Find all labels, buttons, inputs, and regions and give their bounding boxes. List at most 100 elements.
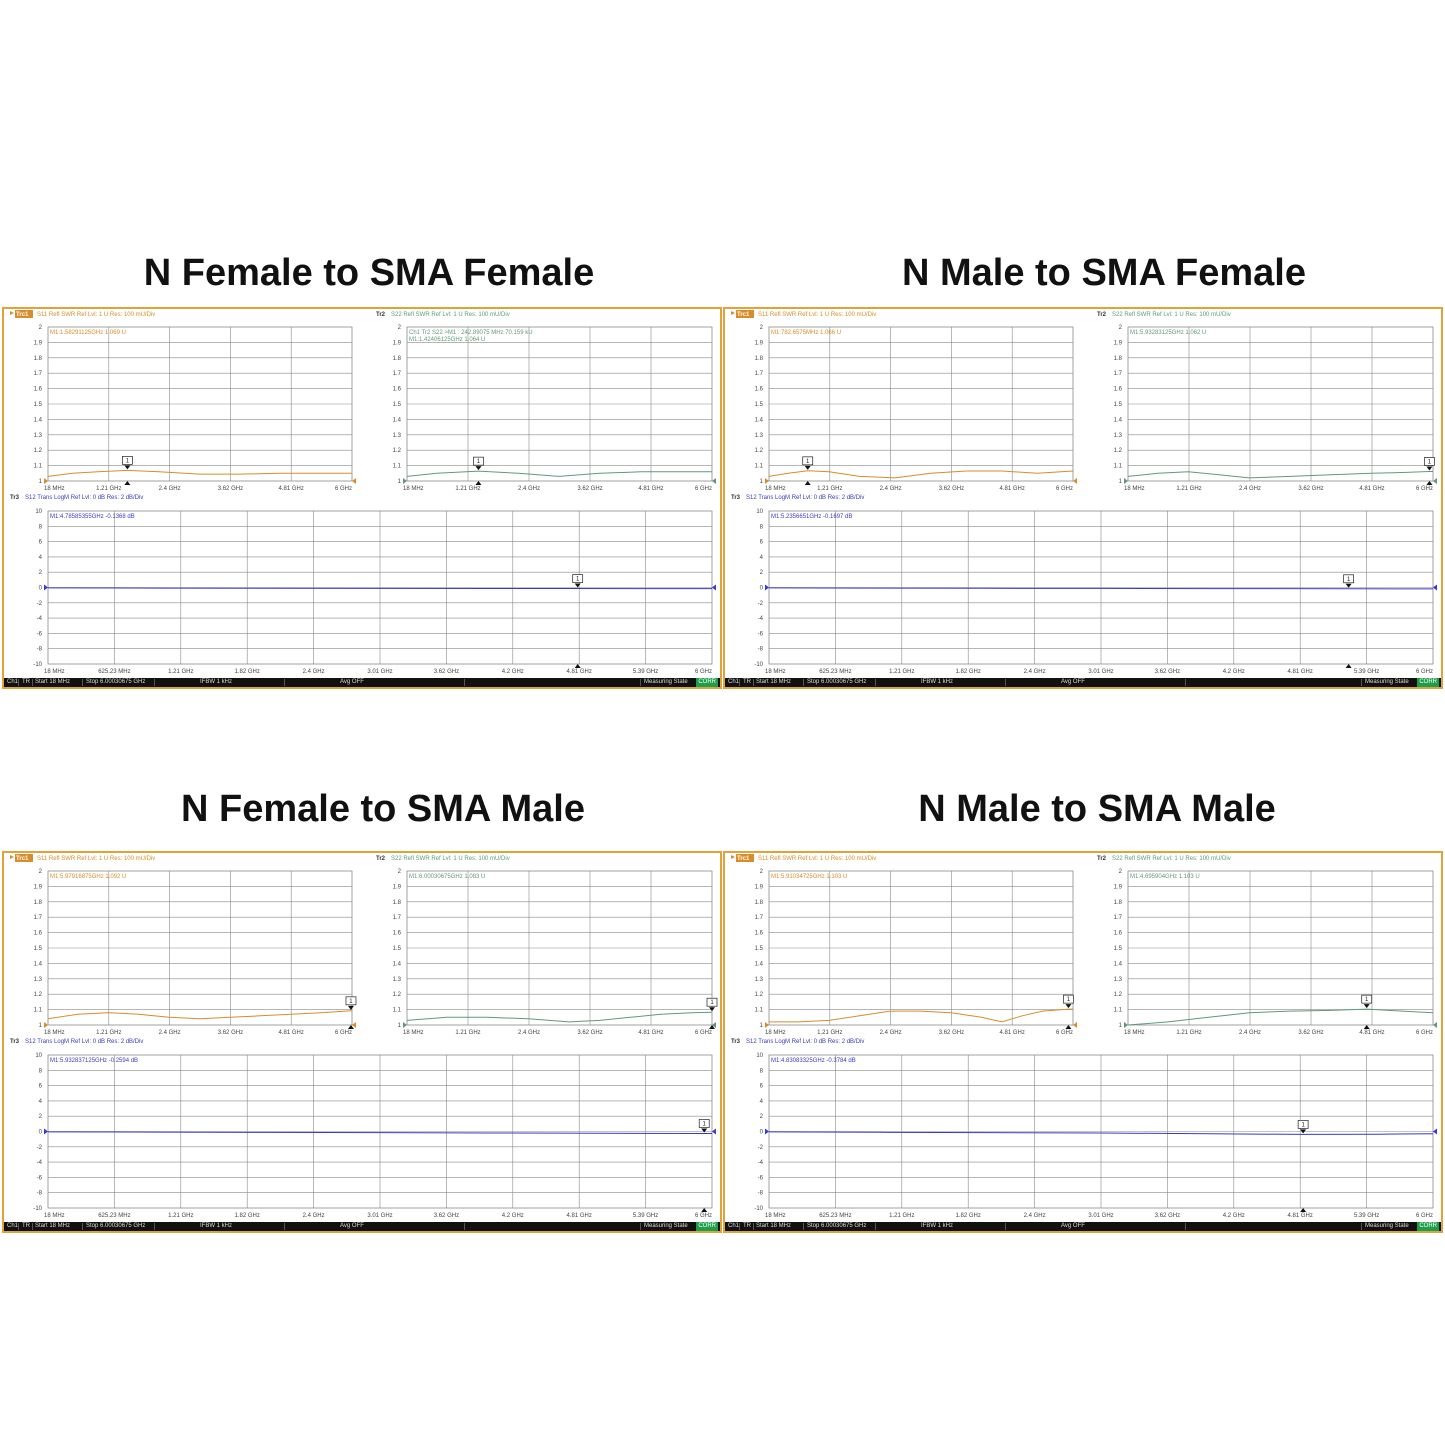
status-ifbw: IFBW 1 kHz xyxy=(200,1223,233,1229)
y-tick-label: 1.9 xyxy=(755,340,764,346)
y-tick-label: 10 xyxy=(35,509,42,515)
marker-x-icon xyxy=(1065,1025,1072,1029)
x-tick-label: 2.4 GHz xyxy=(880,486,902,492)
y-tick-label: -4 xyxy=(37,1160,43,1166)
trace-tag: Tr3 xyxy=(10,1039,20,1045)
y-tick-label: 0 xyxy=(760,1130,764,1136)
status-channel: Ch1 xyxy=(7,1223,19,1229)
y-tick-label: 1.1 xyxy=(755,464,764,470)
trace-s11 xyxy=(47,1010,352,1020)
marker-readout: M1:5.2356651GHz -0.1697 dB xyxy=(771,514,852,520)
marker-x-icon xyxy=(1426,481,1433,485)
y-tick-label: 1 xyxy=(760,1023,764,1029)
marker-readout: M1:5.91034725GHz 1.103 U xyxy=(771,874,847,880)
x-tick-label: 2.4 GHz xyxy=(303,1213,325,1219)
marker-label: 1 xyxy=(576,577,580,583)
y-tick-label: 1.6 xyxy=(755,931,764,937)
y-tick-label: 6 xyxy=(39,1084,43,1090)
y-tick-label: 1 xyxy=(39,1023,43,1029)
status-stop: Stop 6.00030675 GHz xyxy=(86,679,146,685)
marker-label-box xyxy=(122,456,133,465)
x-tick-label: 1.21 GHz xyxy=(96,486,121,492)
trace-tag: Tr2 xyxy=(376,856,386,862)
y-tick-label: 1.6 xyxy=(34,387,43,393)
y-tick-label: 2 xyxy=(760,1114,764,1120)
y-tick-label: -4 xyxy=(758,1160,764,1166)
vna-screen-2: Trc1 S11 Refl SWR Ref Lvl: 1 U Res: 100 m… xyxy=(2,851,722,1233)
trace-s12 xyxy=(768,587,1434,590)
y-tick-label: -10 xyxy=(754,1206,763,1212)
y-tick-label: 10 xyxy=(35,1053,42,1059)
status-separator xyxy=(464,1223,465,1230)
vna-plot-area: Trc1 S11 Refl SWR Ref Lvl: 1 U Res: 100 m… xyxy=(731,310,1437,675)
y-tick-label: 1.4 xyxy=(393,417,402,423)
x-tick-label: 625.23 MHz xyxy=(819,1213,851,1219)
x-tick-label: 1.21 GHz xyxy=(455,1030,480,1036)
x-tick-label: 4.81 GHz xyxy=(638,1030,663,1036)
status-avg: Avg OFF xyxy=(340,1223,364,1229)
x-tick-label: 5.39 GHz xyxy=(633,1213,658,1219)
marker-x-icon xyxy=(124,481,131,485)
y-tick-label: -2 xyxy=(37,601,43,607)
y-tick-label: 1 xyxy=(398,1023,402,1029)
x-tick-label: 18 MHz xyxy=(765,669,786,675)
trace-header: S11 Refl SWR Ref Lvl: 1 U Res: 100 mU/Di… xyxy=(37,312,155,318)
ref-level-right-icon xyxy=(352,1022,356,1028)
y-tick-label: 1.9 xyxy=(1114,884,1123,890)
x-tick-label: 1.82 GHz xyxy=(235,1213,260,1219)
x-tick-label: 18 MHz xyxy=(44,1213,65,1219)
status-start: Start 18 MHz xyxy=(756,679,792,685)
y-tick-label: 1.8 xyxy=(393,900,402,906)
y-tick-label: 1 xyxy=(398,479,402,485)
x-tick-label: 2.4 GHz xyxy=(159,486,181,492)
status-separator xyxy=(739,1223,740,1230)
y-tick-label: 1.7 xyxy=(34,371,43,377)
y-tick-label: 1.3 xyxy=(755,977,764,983)
marker-x-icon xyxy=(347,1025,354,1029)
marker-label: 1 xyxy=(1365,997,1369,1003)
panel-heading-3: N Male to SMA Male xyxy=(918,788,1276,830)
ref-level-right-icon xyxy=(1433,584,1437,591)
y-tick-label: 2 xyxy=(1119,325,1123,331)
status-separator xyxy=(284,679,285,686)
marker-readout: M1:782.6575MHz 1.066 U xyxy=(771,330,841,336)
x-tick-label: 1.21 GHz xyxy=(1176,486,1201,492)
y-tick-label: -6 xyxy=(37,1175,43,1181)
x-tick-label: 3.62 GHz xyxy=(1155,1213,1180,1219)
y-tick-label: 2 xyxy=(760,325,764,331)
ref-level-right-icon xyxy=(712,1022,716,1028)
x-tick-label: 4.81 GHz xyxy=(1000,486,1025,492)
status-separator xyxy=(1361,679,1362,686)
y-tick-label: 1.6 xyxy=(1114,931,1123,937)
trace-header: S11 Refl SWR Ref Lvl: 1 U Res: 100 mU/Di… xyxy=(758,312,876,318)
status-separator xyxy=(32,679,33,686)
x-tick-label: 4.2 GHz xyxy=(1223,1213,1245,1219)
x-tick-label: 2.4 GHz xyxy=(1024,1213,1046,1219)
status-separator xyxy=(1185,1223,1186,1230)
y-tick-label: -10 xyxy=(754,662,763,668)
vna-plot-area: Trc1 S11 Refl SWR Ref Lvl: 1 U Res: 100 m… xyxy=(10,854,718,1219)
y-tick-label: 1.1 xyxy=(1114,464,1123,470)
ref-level-right-icon xyxy=(712,478,716,484)
x-tick-label: 3.62 GHz xyxy=(1155,669,1180,675)
y-tick-label: 4 xyxy=(760,1099,764,1105)
trace-tag-badge xyxy=(736,854,754,862)
y-tick-label: 1.4 xyxy=(1114,961,1123,967)
x-tick-label: 3.62 GHz xyxy=(1298,486,1323,492)
x-tick-label: 4.81 GHz xyxy=(279,1030,304,1036)
marker-label: 1 xyxy=(1347,577,1351,583)
x-tick-label: 18 MHz xyxy=(44,669,65,675)
active-trace-icon xyxy=(10,311,14,315)
status-corr-badge: CORR xyxy=(696,678,718,687)
y-tick-label: 4 xyxy=(39,555,43,561)
y-tick-label: -6 xyxy=(37,631,43,637)
y-tick-label: 1.1 xyxy=(34,464,43,470)
y-tick-label: 1.5 xyxy=(34,402,43,408)
status-separator xyxy=(803,1223,804,1230)
status-trace-mode: TR xyxy=(22,1223,30,1229)
y-tick-label: -10 xyxy=(33,662,42,668)
y-tick-label: 8 xyxy=(760,1068,764,1074)
marker-x-icon xyxy=(1363,1025,1370,1029)
ref-level-right-icon xyxy=(1433,478,1437,484)
ref-level-left-icon xyxy=(1124,478,1128,484)
